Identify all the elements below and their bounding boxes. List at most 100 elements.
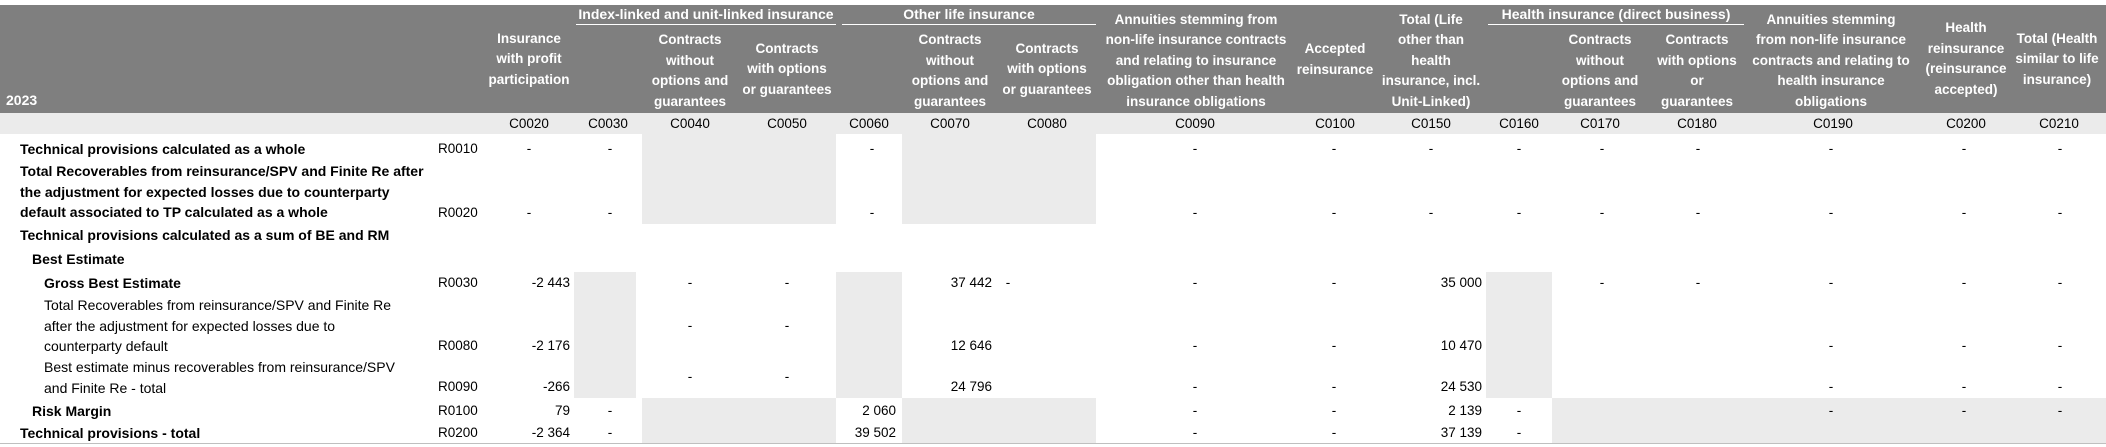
cell-dash: - <box>1828 275 1834 290</box>
group-other-life: Other life insurance <box>842 5 1096 25</box>
cell-dash: - <box>1428 205 1434 220</box>
code-row-band <box>0 113 2106 134</box>
cell-dash: - <box>1516 141 1522 156</box>
col-code: C0100 <box>1315 116 1355 131</box>
year-label: 2023 <box>6 92 38 108</box>
col-header-c0040: Contracts without options and guarantees <box>651 32 729 109</box>
cell-dash: - <box>526 141 532 156</box>
cell-dash: - <box>687 369 693 384</box>
cell-dash: - <box>1828 379 1834 394</box>
cell-dash: - <box>2057 379 2063 394</box>
cell-dash: - <box>1331 379 1337 394</box>
col-header-c0020: Insurance with profit participation <box>488 30 570 87</box>
cell-dash: - <box>607 205 613 220</box>
col-header-c0080: Contracts with options or guarantees <box>1002 40 1092 97</box>
row-label-r0200: Technical provisions - total <box>20 425 201 441</box>
cell-dash: - <box>1828 338 1834 353</box>
cell-dash: - <box>869 141 875 156</box>
cell-dash: - <box>1599 141 1605 156</box>
row-label-r0020: Total Recoverables from reinsurance/SPV … <box>20 163 424 220</box>
cell-dash: - <box>1331 275 1337 290</box>
col-code: C0080 <box>1027 116 1067 131</box>
cell-r0080-c0020: -2 176 <box>531 338 570 353</box>
cell-r0100-c0150: 2 139 <box>1448 403 1482 418</box>
row-label-r0030: Gross Best Estimate <box>44 275 181 291</box>
col-code: C0040 <box>670 116 710 131</box>
row-code: R0090 <box>438 379 478 394</box>
blank-cells <box>902 134 1096 224</box>
cell-r0100-c0060: 2 060 <box>862 403 896 418</box>
col-header-c0090: Annuities stemming from non-life insuranc… <box>1105 11 1287 109</box>
cell-dash: - <box>2057 338 2063 353</box>
col-header-c0070: Contracts without options and guarantees <box>911 32 989 109</box>
blank-cells <box>902 398 1096 443</box>
group-health-direct: Health insurance (direct business) <box>1488 5 1744 25</box>
col-header-c0170: Contracts without options and guarantees <box>1561 32 1639 109</box>
cell-r0090-c0020: -266 <box>542 379 570 394</box>
col-code: C0190 <box>1813 116 1853 131</box>
cell-dash: - <box>1695 275 1701 290</box>
cell-dash: - <box>1516 403 1522 418</box>
cell-dash: - <box>1331 141 1337 156</box>
cell-dash: - <box>1961 141 1967 156</box>
cell-dash: - <box>2057 205 2063 220</box>
cell-dash: - <box>687 318 693 333</box>
cell-dash: - <box>1828 141 1834 156</box>
group-index-linked: Index-linked and unit-linked insurance <box>576 5 836 25</box>
cell-dash: - <box>784 275 790 290</box>
col-code: C0210 <box>2039 116 2079 131</box>
col-header-c0190: Annuities stemming from non-life insuranc… <box>1752 11 1910 109</box>
cell-dash: - <box>1331 403 1337 418</box>
cell-dash: - <box>1695 205 1701 220</box>
cell-dash: - <box>1331 205 1337 220</box>
col-code: C0160 <box>1499 116 1539 131</box>
col-header-c0050: Contracts with options or guarantees <box>742 40 832 97</box>
row-label-r0080: Total Recoverables from reinsurance/SPV … <box>44 297 392 354</box>
row-code: R0020 <box>438 205 478 220</box>
cell-r0200-c0060: 39 502 <box>854 425 896 440</box>
cell-dash: - <box>1599 275 1605 290</box>
row-code: R0030 <box>438 275 478 290</box>
cell-r0030-c0020: -2 443 <box>531 275 570 290</box>
row-code: R0100 <box>438 403 478 418</box>
cell-dash: - <box>784 318 790 333</box>
cell-dash: - <box>607 141 613 156</box>
cell-r0090-c0070: 24 796 <box>950 379 992 394</box>
cell-dash: - <box>1828 205 1834 220</box>
cell-dash: - <box>1828 403 1834 418</box>
cell-r0200-c0020: -2 364 <box>531 425 570 440</box>
cell-r0080-c0150: 10 470 <box>1440 338 1482 353</box>
cell-dash: - <box>2057 403 2063 418</box>
cell-dash: - <box>1192 403 1198 418</box>
header-band <box>0 5 2106 113</box>
col-code: C0070 <box>930 116 970 131</box>
cell-dash: - <box>784 369 790 384</box>
col-code: C0060 <box>849 116 889 131</box>
cell-r0030-c0070: 37 442 <box>950 275 992 290</box>
blank-cells <box>642 134 836 224</box>
cell-dash: - <box>1192 275 1198 290</box>
col-header-c0200: Health reinsurance (reinsurance accepted) <box>1925 20 2007 97</box>
col-header-c0100: Accepted reinsurance <box>1296 41 1374 77</box>
cell-dash: - <box>526 205 532 220</box>
cell-dash: - <box>1192 425 1198 440</box>
col-code: C0050 <box>767 116 807 131</box>
blank-cells <box>836 272 902 398</box>
cell-dash: - <box>1961 275 1967 290</box>
cell-dash: - <box>1516 205 1522 220</box>
section-label-best-estimate: Best Estimate <box>32 251 125 267</box>
col-header-c0180: Contracts with options or guarantees <box>1657 32 1737 109</box>
cell-dash: - <box>1961 205 1967 220</box>
row-label-r0100: Risk Margin <box>32 403 112 419</box>
cell-dash: - <box>1192 379 1198 394</box>
cell-dash: - <box>2057 275 2063 290</box>
cell-dash: - <box>1961 338 1967 353</box>
col-code: C0170 <box>1580 116 1620 131</box>
col-header-c0210: Total (Health similar to life insurance) <box>2015 30 2099 87</box>
row-code: R0080 <box>438 338 478 353</box>
cell-dash: - <box>1599 205 1605 220</box>
cell-r0080-c0070: 12 646 <box>950 338 992 353</box>
row-code: R0200 <box>438 425 478 440</box>
cell-dash: - <box>1192 338 1198 353</box>
